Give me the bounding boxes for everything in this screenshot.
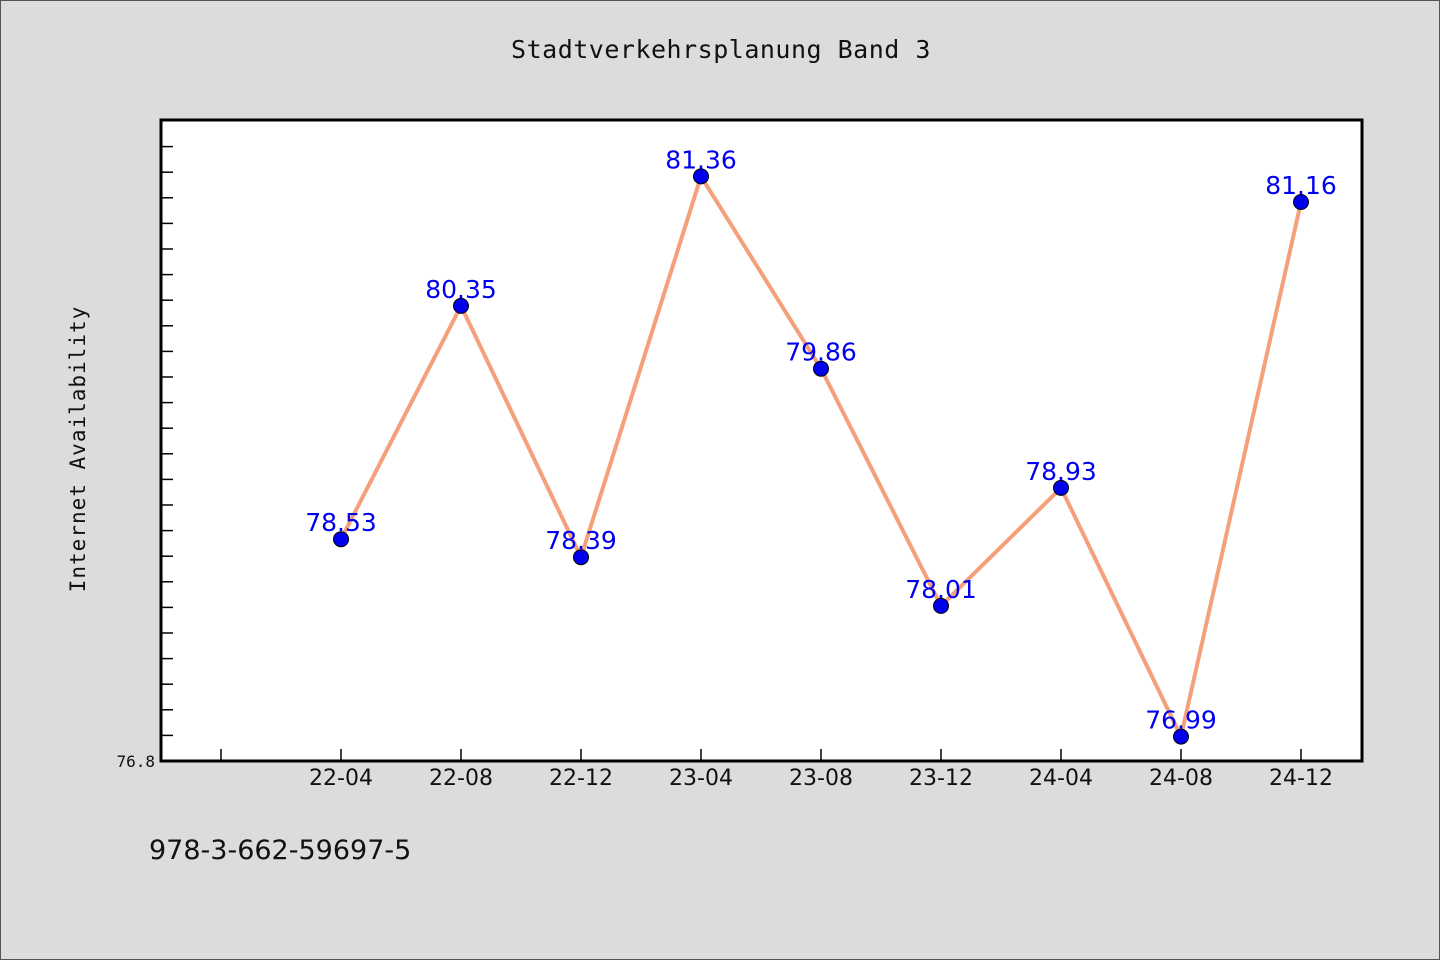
data-point <box>693 168 709 185</box>
data-label: 78.01 <box>905 575 977 604</box>
y-tick-label-min: 76.8 <box>116 752 155 771</box>
data-point <box>1173 728 1189 745</box>
x-tick-label: 24-08 <box>1149 766 1213 791</box>
data-point <box>573 549 589 566</box>
chart-title: Stadtverkehrsplanung Band 3 <box>511 35 931 64</box>
data-label: 76.99 <box>1145 706 1217 735</box>
y-axis-ticks <box>161 145 173 737</box>
data-point <box>1293 194 1309 210</box>
data-point <box>333 531 349 548</box>
x-tick-label: 24-04 <box>1029 766 1093 791</box>
data-label: 78.39 <box>545 526 617 555</box>
x-tick-label: 23-04 <box>669 766 733 791</box>
series-layer: 78.53 80.35 78.39 81.36 79.86 78.01 78.93 76.99… <box>305 145 1337 745</box>
x-tick-label: 22-04 <box>309 766 373 791</box>
data-label: 78.93 <box>1025 457 1097 486</box>
x-tick-label: 22-08 <box>429 766 493 791</box>
isbn-text: 978-3-662-59697-5 <box>149 835 412 866</box>
data-point <box>813 360 829 377</box>
x-tick-label: 22-12 <box>549 766 613 791</box>
x-axis-ticks: 22-04 22-08 22-12 23-04 23-08 23-12 24-04 24-08… <box>220 749 1333 791</box>
data-label: 80.35 <box>425 275 497 304</box>
x-tick-label: 23-08 <box>789 766 853 791</box>
x-tick-label: 23-12 <box>909 766 973 791</box>
data-label: 81.36 <box>665 145 737 174</box>
data-label: 79.86 <box>785 338 857 367</box>
data-point <box>933 597 949 614</box>
x-tick-label: 24-12 <box>1269 766 1333 791</box>
data-point <box>453 297 469 314</box>
data-label: 81.16 <box>1265 171 1337 200</box>
data-point <box>1053 479 1069 496</box>
y-axis-label: Internet Availability <box>66 306 90 593</box>
plot-area <box>159 118 1364 763</box>
data-label: 78.53 <box>305 508 377 537</box>
